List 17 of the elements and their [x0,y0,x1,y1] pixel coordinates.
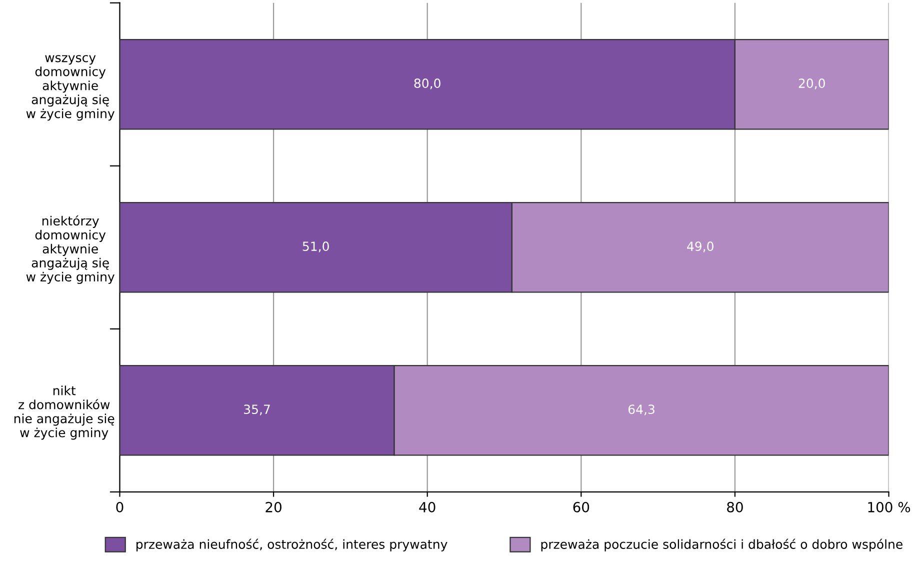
y-tick-label: nikt z domowników nie angażuje się w życie gminy [14,386,114,440]
y-tick-label: niektórzy domownicy aktywnie angażują się w życie gminy [26,215,114,284]
data-label: 49,0 [687,242,714,252]
legend-label: przeważa nieufność, ostrożność, interes prywatny [136,538,448,552]
y-tick-label: wszyscy domownicy aktywnie angażują się w życie gminy [26,55,114,121]
data-label: 51,0 [302,242,329,252]
data-label: 35,7 [244,404,270,416]
legend-label: przeważa poczucie solidarności i dbałość o dobro wspólne [541,538,902,552]
x-tick-label: 40 [419,502,436,512]
x-tick-label: 100 % [868,502,910,512]
x-tick-label: 80 [727,502,743,512]
data-label: 80,0 [414,78,440,90]
x-tick-label: 60 [573,502,590,512]
data-label: 20,0 [798,78,825,90]
x-tick-label: 20 [266,502,282,512]
data-label: 64,3 [628,404,654,416]
x-tick-label: 0 [116,502,124,512]
